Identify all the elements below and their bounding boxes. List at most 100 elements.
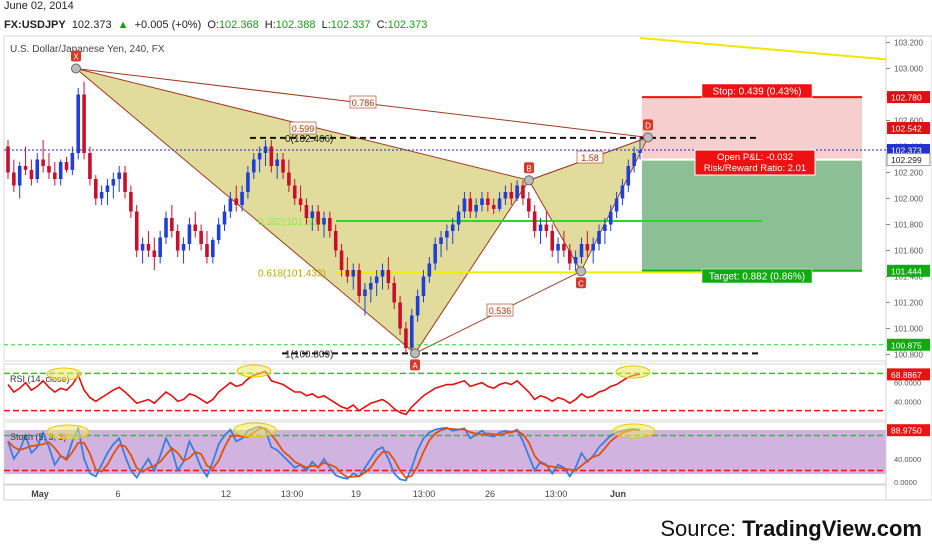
candle-body [450,224,455,231]
candle-body [608,211,613,225]
candle-body [246,172,250,192]
y-tick-label: 103.200 [894,39,923,48]
target-zone [642,159,862,271]
candle-body [515,185,519,199]
source-brand: TradingView.com [742,516,922,541]
candle-body [614,198,619,212]
candle-body [146,244,151,251]
candle-body [538,224,543,231]
candle-body [158,237,162,257]
candle-body [234,198,239,205]
x-tick-label: 19 [351,489,361,499]
candle-body [292,185,297,199]
candle-body [228,198,233,212]
candle-body [392,283,397,303]
candle-body [439,237,443,244]
candle-body [527,198,531,212]
candle-body [579,244,584,257]
pattern-point-marker [410,348,420,359]
target-label-bg [701,268,813,284]
y-tick-label: 101.400 [894,273,923,282]
candle-body [585,244,590,251]
rsi-series-line [7,370,641,416]
price-axis-badge [887,122,930,135]
candle-body [275,159,279,166]
date-text: June 02, 2014 [4,0,74,12]
price-axis-badge [887,264,930,277]
target-label: Target: 0.882 (0.86%) [709,272,805,283]
price-axis-badge-label: 102.299 [891,155,922,165]
fib-level-label: 0.382(101.827) [258,217,326,228]
pattern-point-label: X [73,53,79,62]
candle-body [82,94,86,153]
symbol[interactable]: FX:USDJPY [4,19,66,31]
candle-body [603,224,607,231]
candle-body [23,166,28,170]
low-value: 102.337 [330,19,371,31]
candle-body [556,244,560,251]
source-credit: Source: TradingView.com [660,516,922,542]
price-axis-badge [886,153,931,167]
candle-body [76,94,81,153]
candle-body [269,146,274,166]
candle-body [544,224,549,231]
x-tick-label: 13:00 [413,489,436,499]
candle-body [152,250,157,257]
stoch-highlight-ellipse [46,424,90,440]
x-tick-label: 13:00 [545,489,568,499]
candle-body [486,198,490,205]
y-tick-label: 101.200 [894,299,923,308]
candle-body [562,244,566,251]
pattern-point-label: A [412,361,418,370]
quote-header: FX:USDJPY 102.373 ▲ +0.005 (+0%) O:102.3… [4,19,430,31]
candle-body [357,270,361,296]
candle-body [398,302,402,329]
x-tick-label: 6 [115,489,120,499]
last-price: 102.373 [71,19,112,31]
fib-level-label: 0(102.466) [285,134,333,145]
rsi-highlight-ellipse [615,365,651,379]
rsi-label: RSI (14, close) [10,374,70,384]
candle-body [134,211,139,251]
candle-body [53,172,57,179]
candle-body [620,185,625,199]
candle-body [632,153,636,166]
stoch-tick-label: 40.0000 [894,455,921,464]
candle-body [509,192,514,199]
source-prefix: Source: [660,516,743,541]
candle-body [99,192,104,199]
candle-body [415,296,420,316]
up-arrow-icon: ▲ [117,19,129,31]
open-label: O: [207,19,219,31]
candle-body [164,218,168,238]
candle-body [6,146,10,173]
candle-body [386,270,391,283]
candle-body [304,205,309,218]
candle-body [187,224,192,244]
price-axis-badge [887,338,930,351]
pattern-point-badge [576,277,586,289]
candle-body [263,146,268,153]
candle-body [591,244,595,251]
stop-zone [642,97,862,160]
stop-label-bg [701,83,813,99]
candle-body [111,179,116,186]
candle-body [374,276,379,283]
candle-body [123,172,127,192]
price-axis-badge-label: 100.875 [891,340,922,350]
ratio-label: 0.536 [489,306,512,316]
pattern-point-badge [643,119,653,131]
candle-body [193,224,198,231]
candle-body [626,166,631,186]
price-axis-badge-label: 102.542 [891,124,922,134]
price-axis-badge-label: 101.444 [891,266,922,276]
y-tick-label: 100.800 [894,351,923,360]
candle-body [29,169,34,179]
risk-reward-label: Risk/Reward Ratio: 2.01 [704,163,806,174]
candle-body [88,153,92,179]
fib-level-label: 1(100.809) [285,349,333,360]
ratio-label-bg [349,95,377,109]
candle-body [35,159,40,179]
x-tick-label: 12 [221,489,231,499]
